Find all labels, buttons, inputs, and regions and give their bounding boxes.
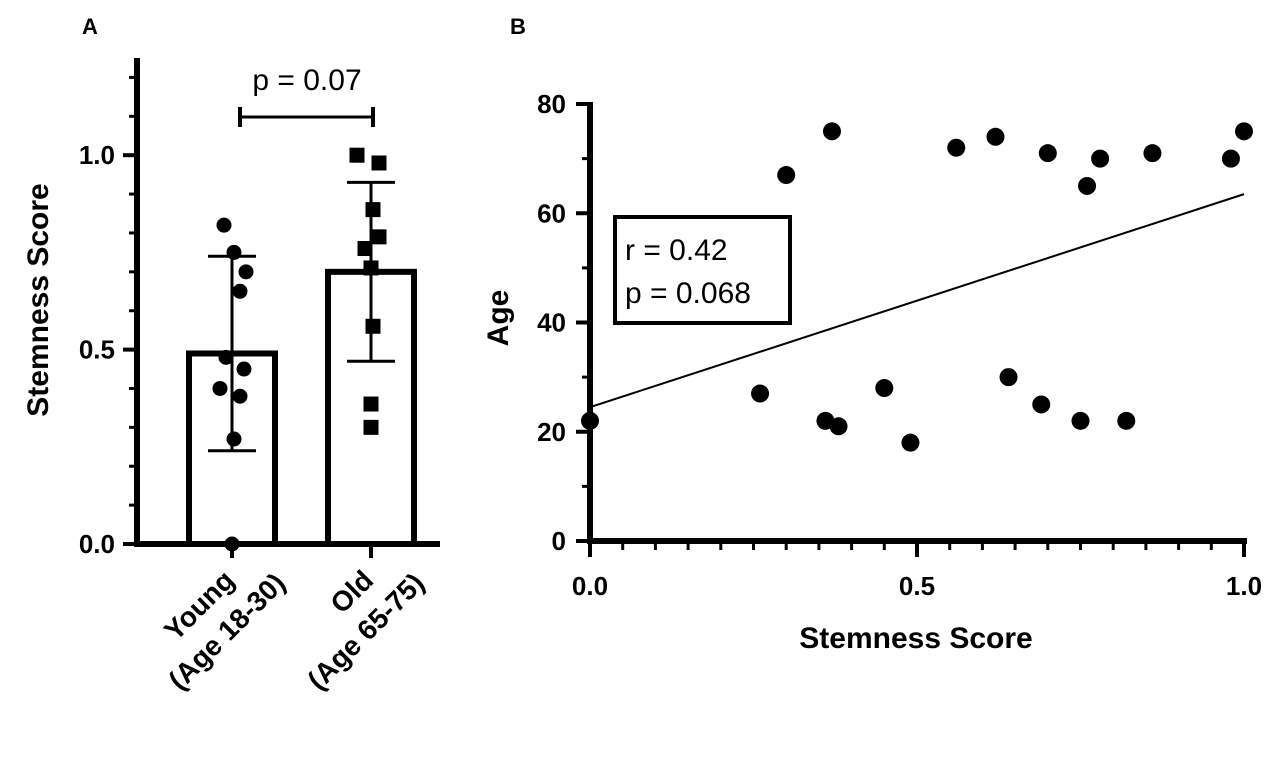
data-point-1-4	[357, 241, 373, 257]
data-point-0-6	[212, 380, 228, 396]
data-point-0-3	[232, 283, 248, 299]
panel-label-b: B	[510, 14, 526, 39]
panel-a-category-label-0: Young(Age 18-30)	[136, 540, 292, 696]
data-point-1-7	[363, 396, 379, 412]
panel-b-stats-box	[613, 215, 792, 325]
data-point-1-8	[363, 419, 379, 435]
scatter-point-0	[581, 411, 599, 430]
data-point-0-2	[238, 264, 254, 280]
panel-b-y-tick-label-2: 40	[537, 308, 566, 338]
data-point-1-0	[349, 147, 365, 163]
scatter-point-18	[1221, 149, 1240, 168]
data-point-1-6	[365, 318, 381, 334]
panel-b-x-axis-title: Stemness Score	[799, 622, 1032, 655]
scatter-point-17	[1143, 144, 1162, 163]
scatter-point-15	[1091, 149, 1110, 168]
panel-b-x-tick-label-1: 0.5	[899, 571, 935, 601]
panel-b-y-axis-title: Age	[482, 290, 515, 347]
scatter-point-13	[1071, 411, 1090, 430]
panel-a-y-tick-label-0: 0.0	[79, 529, 115, 559]
scatter-point-12	[1038, 144, 1057, 163]
panel-b-y-tick-label-1: 20	[537, 417, 566, 447]
scatter-point-14	[1078, 176, 1097, 195]
data-point-1-5	[363, 260, 379, 276]
scatter-point-2	[777, 166, 796, 185]
panel-a-y-axis-title: Stemness Score	[22, 183, 55, 416]
scatter-point-11	[1032, 395, 1051, 414]
data-point-1-1	[371, 155, 387, 171]
panel-b: B Age Stemness Score 0 20 40 60 80 0.0 0.5 1.0 r…	[482, 14, 1262, 655]
panel-a-category-label-1: Old(Age 65-75)	[275, 540, 431, 696]
scatter-point-4	[822, 122, 841, 141]
panel-label-a: A	[82, 14, 98, 39]
data-point-0-0	[216, 217, 232, 233]
scatter-point-5	[829, 417, 848, 436]
scatter-point-9	[986, 127, 1005, 146]
data-point-0-8	[226, 431, 242, 447]
panel-a-y-tick-label-1: 0.5	[79, 335, 115, 365]
scatter-point-19	[1235, 122, 1253, 141]
panel-a: A Stemness Score p = 0.07 0.0 0.5 1.0 Young…	[22, 14, 440, 696]
panel-b-y-tick-label-3: 60	[537, 198, 566, 228]
panel-b-regression-line	[589, 193, 1245, 409]
data-point-0-1	[226, 244, 242, 260]
data-point-0-5	[236, 361, 252, 377]
scatter-point-16	[1117, 411, 1136, 430]
data-point-1-2	[365, 202, 381, 218]
panel-b-x-tick-label-2: 1.0	[1226, 571, 1262, 601]
data-point-0-7	[232, 388, 248, 404]
scatter-point-6	[875, 379, 894, 398]
scatter-point-1	[751, 384, 770, 403]
panel-b-x-tick-label-0: 0.0	[572, 571, 608, 601]
panel-b-p-value: p = 0.068	[625, 277, 751, 310]
panel-a-p-value-annotation: p = 0.07	[252, 64, 361, 97]
panel-b-r-value: r = 0.42	[625, 234, 728, 267]
data-point-0-4	[218, 349, 234, 365]
scatter-point-10	[999, 368, 1018, 387]
panel-a-y-tick-label-2: 1.0	[79, 140, 115, 170]
scatter-point-8	[947, 138, 966, 157]
panel-b-y-tick-label-0: 0	[552, 526, 566, 556]
data-point-1-3	[371, 229, 387, 245]
panel-b-y-tick-label-4: 80	[537, 89, 566, 119]
scatter-point-7	[901, 433, 920, 452]
